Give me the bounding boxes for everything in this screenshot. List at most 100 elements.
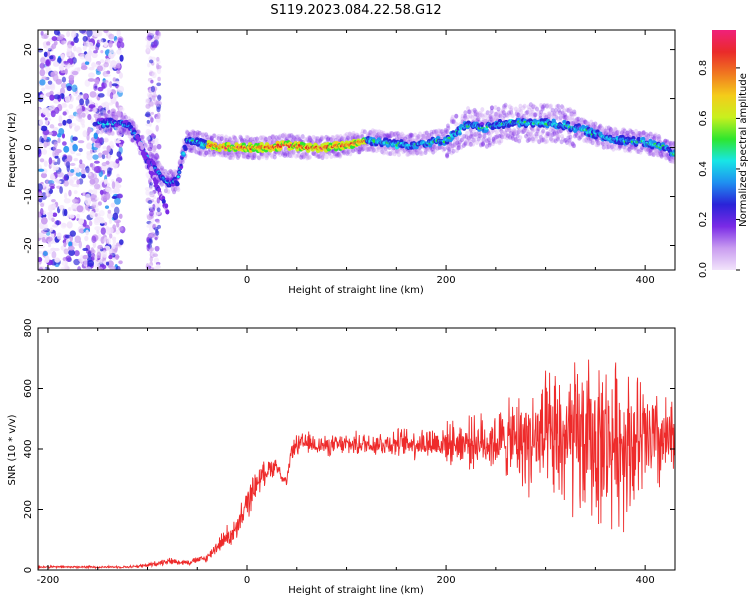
spectrogram-halo-cell — [360, 128, 365, 134]
spectrogram-halo-cell — [319, 136, 324, 142]
spectrogram-halo-cell — [197, 130, 202, 136]
spectrogram-halo-cell — [481, 137, 486, 143]
spectrogram-noise-cell — [146, 34, 153, 41]
spectrogram-halo-cell — [593, 121, 598, 127]
spectrogram-halo-cell — [588, 139, 593, 145]
spectrogram-noise-cell — [118, 157, 123, 161]
spectrogram-noise-cell — [45, 236, 53, 242]
spectrogram-halo-cell — [663, 151, 668, 157]
spectrogram-frame — [37, 29, 676, 271]
spectrogram-halo-cell — [540, 104, 545, 110]
spectrogram-noise-cell — [75, 113, 79, 121]
spectrogram-halo-cell — [470, 132, 475, 137]
spectrogram-noise-cell — [105, 187, 112, 193]
spectrogram-halo-cell — [482, 118, 487, 124]
spectrogram-halo-cell — [356, 134, 361, 140]
spectrogram-halo-cell — [335, 153, 340, 158]
spectrogram-halo-cell — [356, 146, 361, 152]
spectrogram-halo-cell — [278, 152, 283, 158]
spectrogram-branch-cell — [136, 136, 141, 142]
spectrogram-halo-cell — [537, 138, 542, 144]
spectrogram-halo-cell — [121, 115, 126, 121]
spectrogram-halo-cell — [638, 132, 643, 137]
spectrogram-ridge-core — [226, 142, 231, 147]
spectrogram-noise-cell — [83, 40, 87, 46]
spectrogram-noise-cell — [95, 197, 100, 201]
spectrogram-noise-cell — [45, 188, 49, 197]
spectrogram-noise-cell — [41, 148, 48, 155]
spectrogram-noise-cell — [55, 180, 62, 184]
spectrogram-halo-cell — [178, 159, 183, 165]
spectrogram-halo-cell — [336, 136, 341, 142]
spectrogram-halo-cell — [380, 149, 385, 155]
spectrogram-halo-cell — [429, 146, 434, 152]
spectrogram-halo-cell — [564, 140, 569, 145]
spectrogram-halo-cell — [405, 134, 410, 140]
spectrogram-halo-cell — [379, 145, 384, 151]
spectrogram-noise-cell — [92, 201, 97, 206]
spectrogram-noise-cell — [40, 202, 45, 208]
spectrogram-halo-cell — [275, 136, 280, 142]
spectrogram-noise-cell — [148, 190, 154, 197]
spectrogram-halo-cell — [314, 152, 319, 158]
spectrogram-noise-cell — [155, 124, 159, 132]
spectrogram-halo-cell — [346, 136, 351, 141]
spectrogram-noise-cell — [144, 187, 151, 191]
spectrogram-noise-cell — [66, 85, 72, 92]
spectrogram-halo-cell — [626, 148, 631, 153]
spectrogram-halo-cell — [107, 130, 112, 136]
spectrogram-halo-cell — [160, 167, 165, 172]
spectrogram-noise-cell — [92, 154, 99, 160]
spectrogram-noise-cell — [81, 173, 86, 179]
spectrogram-noise-cell — [89, 210, 96, 219]
spectrogram-halo-cell — [485, 117, 490, 123]
spectrogram-noise-cell — [157, 224, 161, 229]
spectrogram-halo-cell — [493, 134, 498, 140]
spectrogram-halo-cell — [302, 152, 307, 158]
spectrogram-halo-cell — [532, 115, 537, 120]
spectrogram-noise-cell — [101, 102, 107, 107]
spectrogram-halo-cell — [121, 115, 126, 120]
spectrogram-halo-cell — [425, 135, 430, 141]
spectrogram-halo-cell — [195, 132, 200, 138]
spectrogram-halo-cell — [289, 133, 294, 138]
spectrogram-noise-cell — [89, 91, 97, 98]
spectrogram-halo-cell — [582, 119, 587, 125]
spectrogram-halo-cell — [507, 126, 512, 132]
spectrogram-halo-cell — [433, 148, 438, 153]
spectrogram-noise-cell — [112, 189, 118, 194]
spectrogram-halo-cell — [568, 134, 573, 140]
spectrogram-noise-cell — [101, 81, 108, 89]
spectrogram-halo-cell — [452, 140, 457, 146]
spectrogram-halo-cell — [445, 129, 450, 135]
spectrogram-halo-cell — [295, 153, 300, 158]
spectrogram-halo-cell — [500, 134, 505, 140]
spectrogram-halo-cell — [303, 153, 308, 158]
spectrogram-halo-cell — [222, 151, 227, 157]
spectrogram-halo-cell — [306, 138, 311, 144]
spectrogram-halo-cell — [404, 137, 409, 143]
spectrogram-halo-cell — [646, 132, 651, 138]
spectrogram-halo-cell — [636, 131, 641, 136]
spectrogram-noise-cell — [114, 219, 121, 224]
spectrogram-halo-cell — [209, 136, 214, 141]
spectrogram-halo-cell — [99, 129, 104, 135]
spectrogram-halo-cell — [571, 120, 576, 126]
spectrogram-halo-cell — [153, 156, 158, 162]
spectrogram-halo-cell — [549, 111, 554, 116]
spectrogram-halo-cell — [477, 112, 482, 118]
spectrogram-halo-cell — [341, 150, 346, 156]
spectrogram-halo-cell — [238, 134, 243, 140]
spectrogram-halo-cell — [130, 118, 135, 123]
spectrogram-halo-cell — [120, 126, 125, 132]
spectrogram-halo-cell — [190, 133, 195, 139]
spectrogram-halo-cell — [143, 142, 148, 148]
spectrogram-halo-cell — [569, 121, 574, 126]
spectrogram-halo-cell — [114, 115, 119, 121]
spectrogram-halo-cell — [275, 150, 280, 156]
spectrogram-halo-cell — [117, 113, 122, 119]
spectrogram-noise-cell — [116, 193, 124, 199]
spectrogram-noise-cell — [156, 82, 162, 87]
spectrogram-halo-cell — [521, 129, 526, 134]
spectrogram-noise-cell — [96, 229, 100, 235]
